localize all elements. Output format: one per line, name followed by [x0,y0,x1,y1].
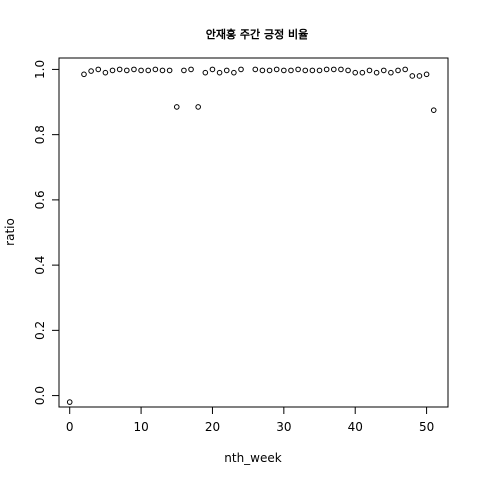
data-point [131,66,137,73]
data-point [181,67,187,74]
y-tick-label: 0.8 [33,125,47,144]
data-point [223,67,230,74]
data-point [188,66,194,73]
data-point [302,67,309,74]
data-point [316,67,323,74]
data-point [116,66,123,73]
data-point [238,66,244,73]
data-point [273,66,280,73]
x-tick-label: 50 [419,420,434,434]
data-point [138,67,144,74]
data-point [159,67,166,74]
y-tick-label: 0.6 [33,190,47,209]
x-tick-label: 30 [276,420,291,434]
data-point [423,71,430,78]
data-point [109,67,116,74]
data-point [102,69,109,76]
y-tick-label: 0.4 [33,256,47,275]
data-point [145,67,152,74]
data-point [281,67,287,74]
data-point [366,67,373,74]
data-point [259,67,266,74]
data-point [373,69,380,76]
x-axis: 0 10 20 30 40 50 [66,407,434,434]
data-points [66,66,437,405]
data-point [252,66,259,73]
x-tick-label: 0 [66,420,74,434]
data-point [216,69,223,76]
data-point [95,66,102,73]
data-point [166,67,173,74]
data-point [359,69,366,76]
data-point [345,67,351,74]
data-point [231,69,237,76]
y-axis-label: ratio [3,218,17,246]
x-tick-label: 20 [205,420,220,434]
data-point [124,67,130,74]
data-point [209,66,216,73]
data-point [395,67,401,74]
data-point [152,66,159,73]
x-tick-label: 40 [348,420,363,434]
data-point [323,66,330,73]
data-point [81,71,87,78]
plot-frame [58,57,449,408]
data-point [295,66,301,73]
data-point [66,399,73,405]
data-point [430,107,437,113]
x-tick-label: 10 [133,420,148,434]
data-point [388,69,394,76]
y-tick-label: 1.0 [33,60,47,79]
data-point [202,69,209,76]
data-point [352,69,359,76]
y-tick-label: 0.2 [33,321,47,340]
data-point [338,66,344,73]
data-point [402,66,408,73]
data-point [409,73,416,79]
data-point [266,67,273,74]
data-point [195,104,201,110]
chart-title: 안재홍 주간 긍정 비율 [206,27,309,41]
data-point [309,67,316,74]
y-axis: 0.0 0.2 0.4 0.6 0.8 1.0 [33,60,59,405]
data-point [288,67,294,74]
data-point [380,67,387,74]
x-axis-label: nth_week [224,451,281,465]
data-point [88,68,94,74]
data-point [416,73,423,79]
data-point [173,104,180,110]
y-tick-label: 0.0 [33,386,47,405]
data-point [330,66,337,73]
